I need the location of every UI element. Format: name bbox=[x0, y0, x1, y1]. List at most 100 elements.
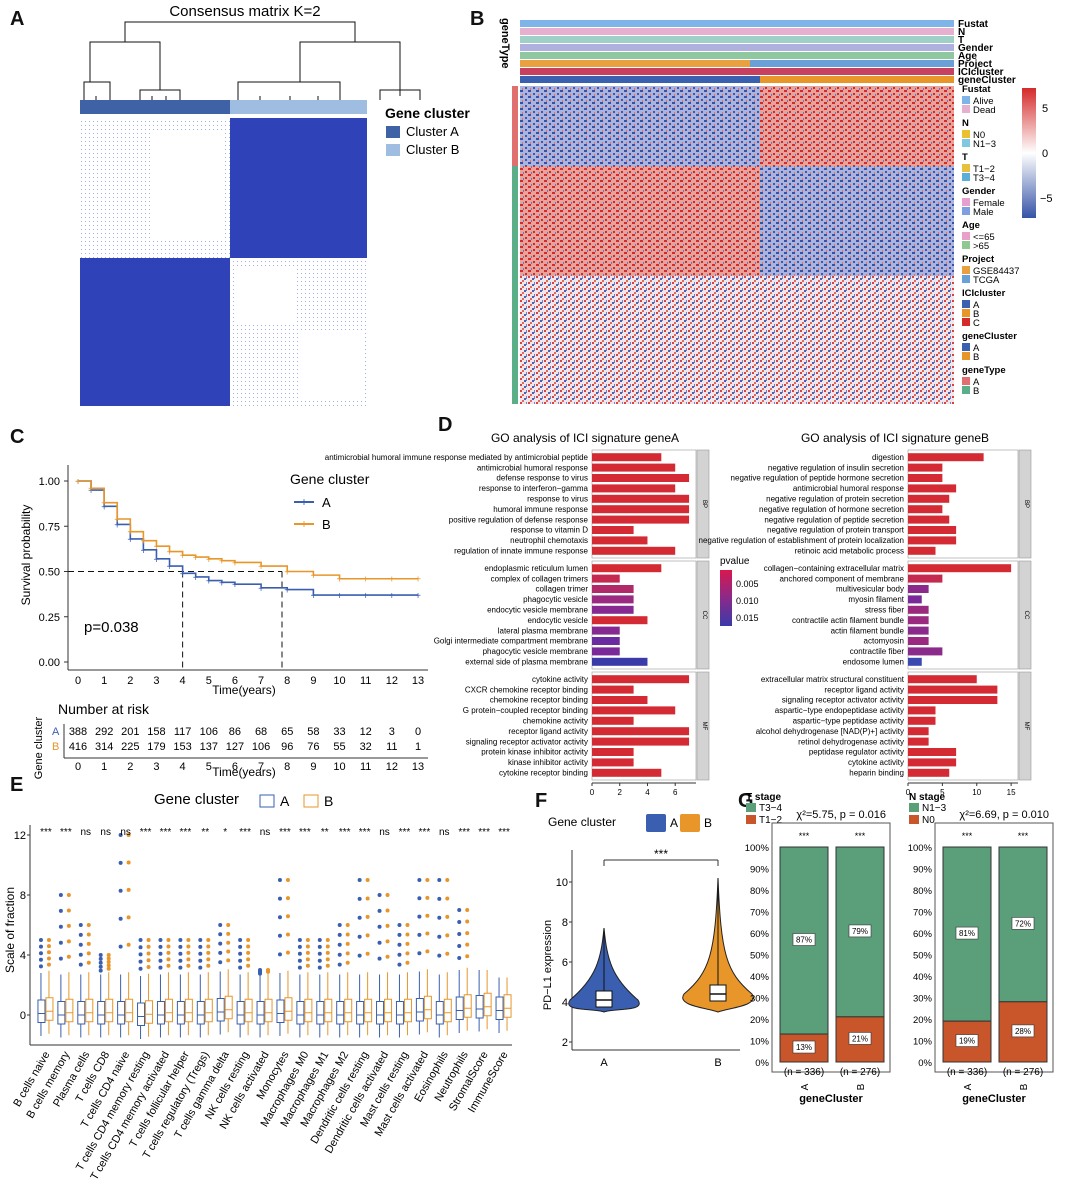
colorbar-tick-neg5: −5 bbox=[1040, 193, 1053, 205]
outlier-point bbox=[365, 896, 370, 901]
significance-label: *** bbox=[40, 827, 52, 838]
outlier-point bbox=[397, 942, 402, 947]
outlier-point bbox=[297, 938, 302, 942]
outlier-point bbox=[305, 938, 310, 942]
go-bar bbox=[592, 706, 676, 715]
outlier-point bbox=[285, 896, 290, 901]
heatmap-block-1 bbox=[520, 86, 760, 166]
outlier-point bbox=[417, 932, 422, 937]
outlier-point bbox=[66, 923, 71, 928]
outlier-point bbox=[226, 958, 231, 963]
censor-mark: + bbox=[75, 477, 81, 488]
go-term-label: collagen−containing extracellular matrix bbox=[764, 564, 904, 573]
outlier-point bbox=[166, 938, 171, 942]
panel-f: Gene cluster A B PD−L1 expression 2 4 6 8 10… bbox=[542, 814, 754, 1069]
legend-swatch-a bbox=[386, 126, 400, 138]
outlier-point bbox=[118, 860, 123, 865]
outlier-point bbox=[277, 896, 282, 901]
legend-swatch bbox=[962, 198, 970, 206]
go-bar bbox=[908, 616, 929, 625]
box-body bbox=[455, 996, 464, 1020]
go-term-label: peptidase regulator activity bbox=[809, 748, 904, 757]
box-body bbox=[376, 1001, 385, 1025]
censor-mark: + bbox=[127, 535, 133, 546]
go-term-label: signaling receptor activator activity bbox=[782, 696, 904, 705]
track-label-age: Age bbox=[958, 51, 977, 62]
censor-mark: + bbox=[363, 575, 369, 586]
outlier-point bbox=[46, 944, 51, 949]
go-term-label: negative regulation of establishment of … bbox=[699, 536, 904, 545]
outlier-point bbox=[357, 878, 362, 882]
km-xtick: 13 bbox=[412, 675, 424, 687]
outlier-point bbox=[198, 944, 203, 949]
box-body bbox=[415, 998, 424, 1022]
go-section-strip bbox=[1018, 560, 1032, 670]
legend-swatch bbox=[962, 96, 970, 104]
boxplot-ytick: 12 bbox=[14, 830, 26, 842]
go-bar bbox=[592, 737, 690, 746]
outlier-point bbox=[365, 878, 370, 882]
outlier-point bbox=[258, 968, 263, 972]
outlier-point bbox=[186, 944, 191, 949]
risk-count-b: 55 bbox=[333, 741, 345, 753]
legend-swatch bbox=[962, 105, 970, 113]
outlier-point bbox=[246, 950, 251, 955]
go-term-label: defense response to virus bbox=[496, 474, 588, 483]
outlier-point bbox=[405, 951, 410, 956]
outlier-point bbox=[397, 962, 402, 967]
go-term-label: negative regulation of hormone secretion bbox=[759, 505, 904, 514]
km-pvalue: p=0.038 bbox=[84, 619, 139, 636]
go-bar bbox=[908, 564, 1012, 573]
box-body bbox=[37, 999, 46, 1023]
censor-mark: + bbox=[114, 520, 120, 531]
stage-ytick: 90% bbox=[750, 865, 770, 876]
box-body bbox=[97, 1001, 106, 1025]
significance-label: ns bbox=[100, 827, 111, 838]
outlier-point bbox=[46, 962, 51, 967]
censor-mark: + bbox=[284, 586, 290, 597]
outlier-point bbox=[218, 941, 223, 946]
outlier-point bbox=[325, 950, 330, 955]
go-bar bbox=[908, 675, 977, 684]
censor-mark: + bbox=[154, 555, 160, 566]
outlier-point bbox=[285, 932, 290, 937]
box-body bbox=[403, 998, 412, 1023]
risk-xtick: 8 bbox=[284, 761, 290, 773]
stack-label-low: 21% bbox=[852, 1034, 868, 1043]
boxplot-legend-b: B bbox=[324, 793, 333, 809]
risk-count-b: 106 bbox=[252, 741, 270, 753]
panel-label-a: A bbox=[10, 8, 25, 30]
risk-xtick: 3 bbox=[153, 761, 159, 773]
box-body bbox=[184, 998, 193, 1023]
go-bar bbox=[592, 675, 690, 684]
go-chart-a: BP antimicrobial humoral immune response … bbox=[325, 449, 710, 797]
go-xtick: 5 bbox=[940, 788, 945, 797]
track-label-genecluster: geneCluster bbox=[958, 75, 1016, 86]
risk-xtick: 4 bbox=[180, 761, 186, 773]
box-body bbox=[304, 998, 313, 1023]
censor-mark: + bbox=[193, 573, 199, 584]
outlier-point bbox=[118, 833, 123, 837]
censor-mark: + bbox=[75, 477, 81, 488]
outlier-point bbox=[126, 915, 131, 920]
outlier-point bbox=[98, 964, 103, 969]
go-bar bbox=[592, 536, 648, 545]
outlier-point bbox=[385, 908, 390, 913]
legend-swatch bbox=[962, 164, 970, 172]
outlier-point bbox=[377, 924, 382, 929]
censor-mark: + bbox=[206, 555, 212, 566]
box-body bbox=[256, 1001, 265, 1025]
stack-label-high: 79% bbox=[852, 927, 868, 936]
pvalue-tick-3: 0.015 bbox=[736, 613, 759, 623]
go-term-label: protein kinase inhibitor activity bbox=[481, 748, 588, 757]
go-bar bbox=[592, 758, 634, 767]
risk-count-a: 68 bbox=[255, 726, 267, 738]
box-body bbox=[503, 994, 512, 1018]
go-bar bbox=[908, 696, 998, 704]
stage-ytick: 0% bbox=[918, 1058, 932, 1069]
go-term-label: antimicrobial humoral response bbox=[793, 484, 905, 493]
outlier-point bbox=[158, 951, 163, 956]
outlier-point bbox=[325, 963, 330, 968]
